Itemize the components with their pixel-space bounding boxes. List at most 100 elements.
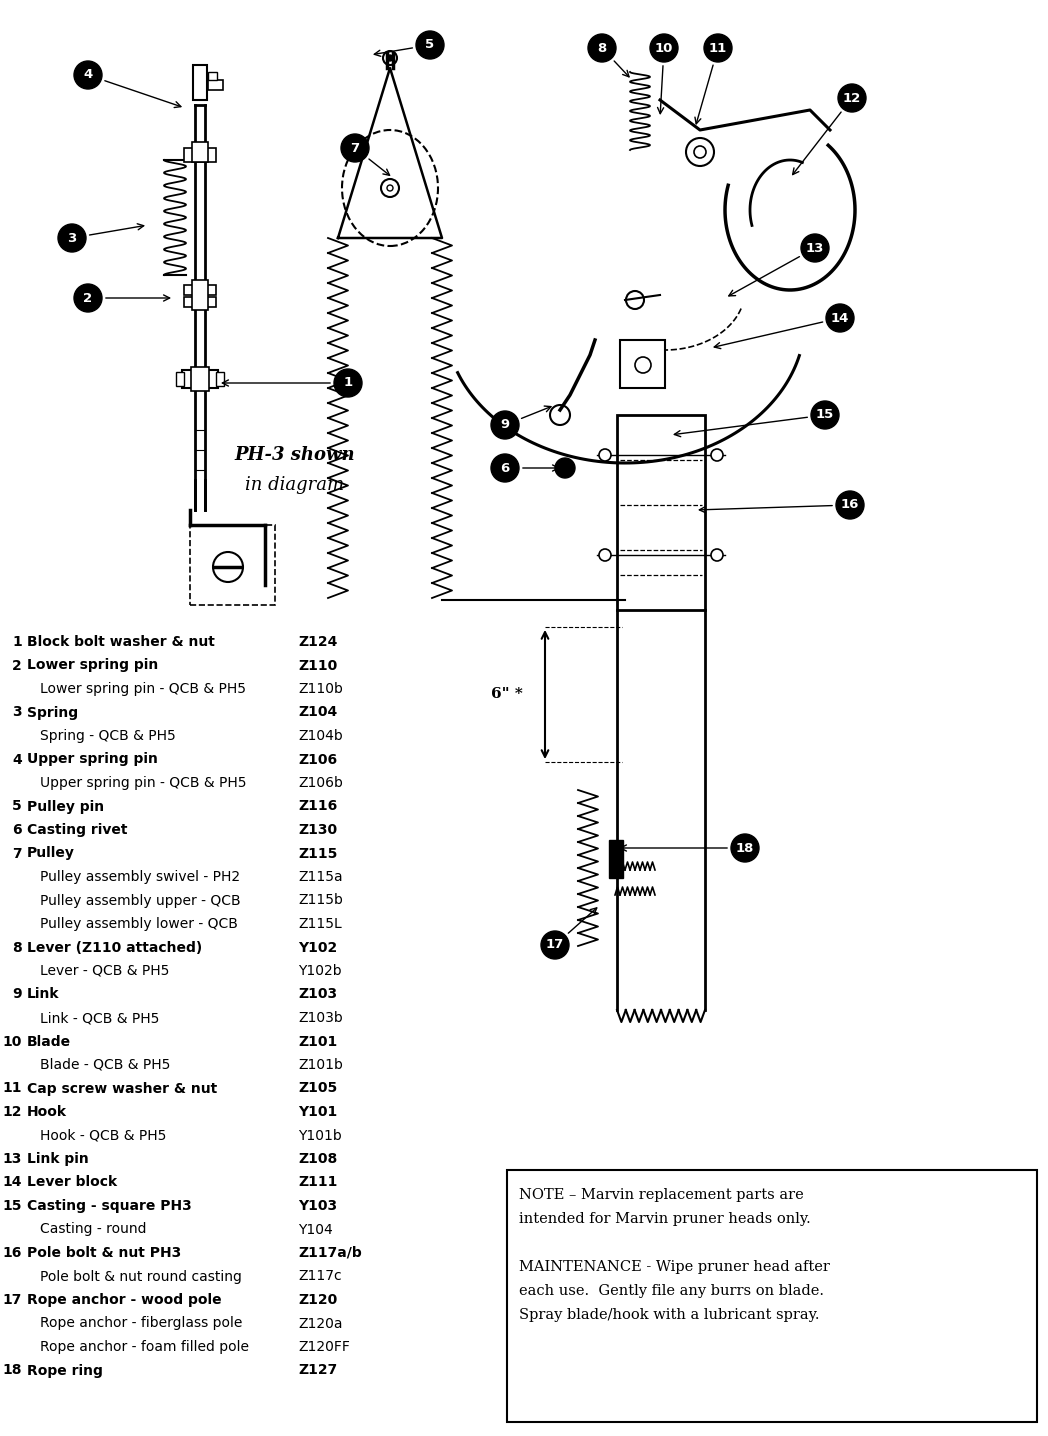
Bar: [192, 280, 208, 310]
Text: 4: 4: [13, 752, 22, 767]
Bar: [609, 840, 623, 877]
Text: Pulley assembly swivel - PH2: Pulley assembly swivel - PH2: [40, 870, 240, 885]
Bar: [182, 370, 218, 388]
Text: Z120a: Z120a: [298, 1317, 343, 1331]
Text: Z115: Z115: [298, 846, 337, 860]
Text: Y102: Y102: [298, 941, 337, 955]
Text: 14: 14: [2, 1176, 22, 1189]
Text: Block bolt washer & nut: Block bolt washer & nut: [27, 635, 215, 649]
Text: Z120FF: Z120FF: [298, 1340, 350, 1354]
Circle shape: [74, 284, 102, 312]
Text: Z110: Z110: [298, 659, 337, 672]
Bar: [208, 80, 223, 90]
Text: Rope ring: Rope ring: [27, 1364, 103, 1377]
Text: 8: 8: [597, 42, 607, 55]
Text: Pulley assembly lower - QCB: Pulley assembly lower - QCB: [40, 918, 238, 931]
Text: 13: 13: [3, 1152, 22, 1166]
Circle shape: [74, 60, 102, 89]
Bar: [192, 142, 208, 162]
Text: each use.  Gently file any burrs on blade.: each use. Gently file any burrs on blade…: [519, 1284, 824, 1298]
Circle shape: [588, 34, 616, 62]
Text: Blade: Blade: [27, 1034, 71, 1048]
Text: Y104: Y104: [298, 1222, 333, 1236]
Circle shape: [838, 83, 866, 112]
Text: Z117c: Z117c: [298, 1269, 342, 1284]
Circle shape: [811, 401, 839, 429]
Circle shape: [334, 369, 362, 396]
Text: Upper spring pin - QCB & PH5: Upper spring pin - QCB & PH5: [40, 775, 246, 790]
Text: intended for Marvin pruner heads only.: intended for Marvin pruner heads only.: [519, 1212, 811, 1226]
Text: Pole bolt & nut round casting: Pole bolt & nut round casting: [40, 1269, 242, 1284]
Text: Z124: Z124: [298, 635, 337, 649]
Circle shape: [555, 458, 575, 478]
Text: 1: 1: [13, 635, 22, 649]
Text: Pulley assembly upper - QCB: Pulley assembly upper - QCB: [40, 893, 241, 908]
Text: Z103b: Z103b: [298, 1011, 343, 1025]
Text: 9: 9: [501, 418, 509, 431]
Text: 3: 3: [67, 231, 77, 244]
Text: Rope anchor - fiberglass pole: Rope anchor - fiberglass pole: [40, 1317, 242, 1331]
Text: 3: 3: [13, 705, 22, 719]
Text: Lower spring pin: Lower spring pin: [27, 659, 158, 672]
Circle shape: [826, 304, 854, 332]
Text: 15: 15: [2, 1199, 22, 1213]
Text: Spring - QCB & PH5: Spring - QCB & PH5: [40, 729, 176, 742]
Text: 15: 15: [816, 408, 834, 422]
Text: Z103: Z103: [298, 988, 337, 1001]
Text: NOTE – Marvin replacement parts are: NOTE – Marvin replacement parts are: [519, 1188, 804, 1202]
Text: Casting - square PH3: Casting - square PH3: [27, 1199, 192, 1213]
Bar: [176, 372, 184, 386]
Circle shape: [541, 931, 569, 959]
Text: 11: 11: [2, 1081, 22, 1096]
Text: Y102b: Y102b: [298, 964, 342, 978]
Text: Hook: Hook: [27, 1104, 67, 1119]
Circle shape: [416, 32, 444, 59]
Text: Blade - QCB & PH5: Blade - QCB & PH5: [40, 1058, 171, 1073]
Circle shape: [711, 449, 723, 461]
Text: Rope anchor - wood pole: Rope anchor - wood pole: [27, 1292, 221, 1307]
Circle shape: [492, 411, 519, 439]
Text: 14: 14: [831, 312, 849, 325]
Text: Upper spring pin: Upper spring pin: [27, 752, 158, 767]
Text: Z105: Z105: [298, 1081, 337, 1096]
Text: Z101: Z101: [298, 1034, 337, 1048]
Bar: [184, 284, 216, 294]
Text: 18: 18: [2, 1364, 22, 1377]
Circle shape: [711, 549, 723, 561]
Bar: [216, 372, 224, 386]
Text: 13: 13: [806, 241, 824, 254]
Text: 12: 12: [2, 1104, 22, 1119]
Text: Y103: Y103: [298, 1199, 337, 1213]
Text: Z130: Z130: [298, 823, 337, 837]
Text: Casting - round: Casting - round: [40, 1222, 147, 1236]
Text: 10: 10: [3, 1034, 22, 1048]
Text: Z110b: Z110b: [298, 682, 343, 696]
Text: Pole bolt & nut PH3: Pole bolt & nut PH3: [27, 1246, 181, 1259]
Text: 1: 1: [344, 376, 352, 389]
Text: 2: 2: [13, 659, 22, 672]
Text: 12: 12: [843, 92, 861, 105]
Circle shape: [599, 549, 611, 561]
Bar: [193, 65, 208, 101]
Text: 5: 5: [425, 39, 435, 52]
Bar: [184, 148, 216, 162]
Text: 7: 7: [13, 846, 22, 860]
Circle shape: [801, 234, 829, 261]
Text: Spray blade/hook with a lubricant spray.: Spray blade/hook with a lubricant spray.: [519, 1308, 820, 1323]
Circle shape: [341, 134, 369, 162]
Bar: [184, 297, 216, 307]
Text: 4: 4: [84, 69, 92, 82]
Text: Casting rivet: Casting rivet: [27, 823, 128, 837]
Text: 6: 6: [500, 461, 509, 474]
Text: 17: 17: [3, 1292, 22, 1307]
Text: Lever - QCB & PH5: Lever - QCB & PH5: [40, 964, 170, 978]
Text: Spring: Spring: [27, 705, 79, 719]
Text: Lower spring pin - QCB & PH5: Lower spring pin - QCB & PH5: [40, 682, 246, 696]
Text: MAINTENANCE - Wipe pruner head after: MAINTENANCE - Wipe pruner head after: [519, 1259, 830, 1274]
Text: Lever block: Lever block: [27, 1176, 117, 1189]
Text: Y101b: Y101b: [298, 1129, 342, 1143]
Bar: [191, 368, 209, 391]
Text: Hook - QCB & PH5: Hook - QCB & PH5: [40, 1129, 167, 1143]
Circle shape: [650, 34, 678, 62]
Text: 9: 9: [13, 988, 22, 1001]
